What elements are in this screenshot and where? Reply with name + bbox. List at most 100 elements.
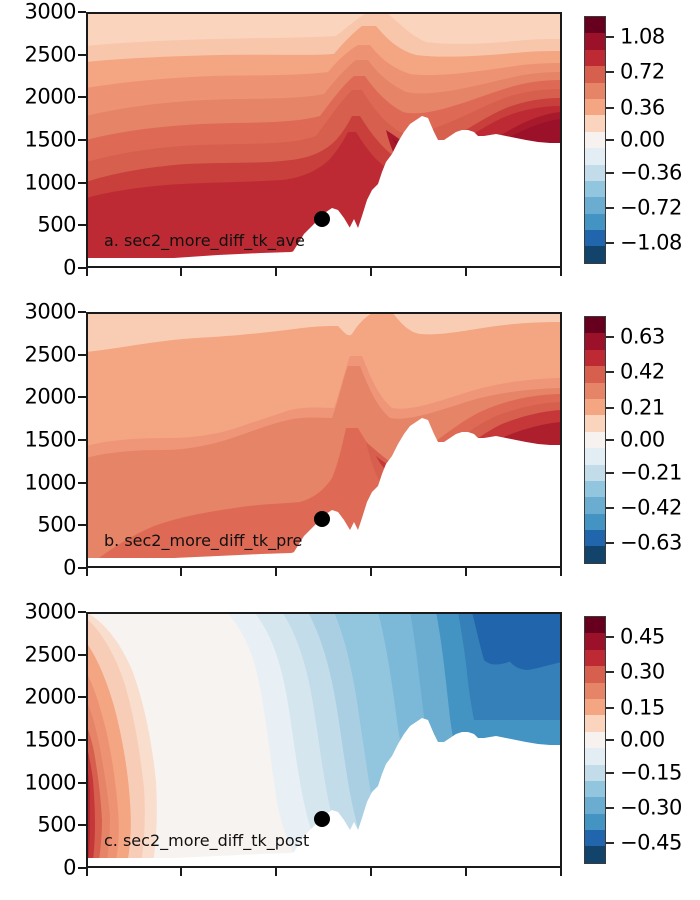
y-tick-label: 2500 xyxy=(24,42,77,67)
y-tick-label: 500 xyxy=(37,212,76,237)
y-tick-label: 0 xyxy=(63,555,76,580)
colorbar-band xyxy=(585,333,605,350)
y-tick-label: 2500 xyxy=(24,342,77,367)
colorbar-band xyxy=(585,415,605,432)
y-tick-label: 1500 xyxy=(24,127,77,152)
y-axis-b: 3000 2500 2000 1500 1000 500 0 xyxy=(0,301,86,578)
y-tick-label: 3000 xyxy=(24,599,77,624)
colorbar-band xyxy=(585,366,605,383)
colorbar-band xyxy=(585,617,605,634)
colorbar-tick-label: −0.21 xyxy=(620,460,682,484)
colorbar-band xyxy=(585,764,605,781)
colorbar-band xyxy=(585,464,605,481)
colorbar-band xyxy=(585,480,605,498)
colorbar-band xyxy=(585,349,605,367)
y-tick-label: 500 xyxy=(37,812,76,837)
colorbar-tick-label: −0.72 xyxy=(620,195,682,220)
colorbar-c: 0.45 0.30 0.15 0.00 −0.15 −0.30 −0.45 xyxy=(584,616,700,864)
colorbar-tick-label: 0.00 xyxy=(620,127,665,152)
colorbar-tick-label: −0.36 xyxy=(620,160,682,184)
station-marker-b xyxy=(314,511,330,527)
y-tick-label: 2500 xyxy=(24,642,77,667)
colorbar-tick-label: −0.30 xyxy=(620,795,682,820)
plot-area-a: a. sec2_more_diff_tk_ave xyxy=(86,12,562,268)
colorbar-tick-label: −0.42 xyxy=(620,495,682,520)
colorbar-tick-label: 0.30 xyxy=(620,659,665,684)
colorbar-band xyxy=(585,846,605,863)
colorbar-band xyxy=(585,382,605,399)
colorbar-band xyxy=(585,98,605,116)
colorbar-tick-label: −0.15 xyxy=(620,760,682,784)
contour-canvas-a xyxy=(86,12,562,268)
colorbar-tick-label: 0.72 xyxy=(620,59,665,84)
y-axis-c: 3000 2500 2000 1500 1000 500 0 xyxy=(0,601,86,878)
colorbar-band xyxy=(585,246,605,263)
colorbar-band xyxy=(585,513,605,531)
colorbar-band xyxy=(585,715,605,732)
colorbar-tick-label: 0.45 xyxy=(620,624,665,649)
y-tick-label: 1000 xyxy=(24,770,77,795)
colorbar-tick-label: 0.00 xyxy=(620,727,665,752)
colorbar-tick-label: −1.08 xyxy=(620,230,682,255)
colorbar-tick-label: 0.15 xyxy=(620,695,665,719)
colorbar-band xyxy=(585,33,605,50)
colorbar-band xyxy=(585,813,605,831)
x-axis-c xyxy=(86,868,562,880)
y-tick-label: 0 xyxy=(63,855,76,880)
panel-c: 3000 2500 2000 1500 1000 500 0 xyxy=(0,600,700,900)
colorbar-band xyxy=(585,633,605,650)
colorbar-band xyxy=(585,49,605,67)
colorbar-band xyxy=(585,17,605,34)
panel-label-c: c. sec2_more_diff_tk_post xyxy=(104,831,310,850)
y-tick-label: 500 xyxy=(37,512,76,537)
colorbar-tick-label: 0.21 xyxy=(620,395,665,419)
plot-area-c: c. sec2_more_diff_tk_post xyxy=(86,612,562,868)
y-tick-label: 2000 xyxy=(24,684,77,709)
y-tick-label: 1500 xyxy=(24,427,77,452)
y-tick-label: 0 xyxy=(63,255,76,280)
colorbar-band xyxy=(585,748,605,765)
colorbar-a: 1.08 0.72 0.36 0.00 −0.36 −0.72 −1.08 xyxy=(584,16,700,264)
colorbar-gradient-a xyxy=(584,16,606,264)
y-tick-label: 3000 xyxy=(24,0,77,24)
colorbar-band xyxy=(585,731,605,749)
colorbar-band xyxy=(585,666,605,683)
colorbar-band xyxy=(585,797,605,814)
colorbar-band xyxy=(585,431,605,449)
plot-area-b: b. sec2_more_diff_tk_pre xyxy=(86,312,562,568)
panel-b: 3000 2500 2000 1500 1000 500 0 xyxy=(0,300,700,600)
colorbar-gradient-b xyxy=(584,316,606,564)
colorbar-band xyxy=(585,682,605,699)
station-marker-a xyxy=(314,211,330,227)
colorbar-tick-label: 0.63 xyxy=(620,324,665,349)
colorbar-band xyxy=(585,448,605,465)
colorbar-band xyxy=(585,131,605,149)
y-tick-label: 1000 xyxy=(24,470,77,495)
panel-label-b: b. sec2_more_diff_tk_pre xyxy=(104,531,303,550)
y-tick-label: 2000 xyxy=(24,84,77,109)
colorbar-tick-label: 0.42 xyxy=(620,359,665,384)
contour-canvas-b xyxy=(86,312,562,568)
colorbar-band xyxy=(585,197,605,214)
colorbar-band xyxy=(585,164,605,181)
colorbar-tick-label: −0.45 xyxy=(620,830,682,855)
colorbar-band xyxy=(585,698,605,716)
colorbar-band xyxy=(585,497,605,514)
colorbar-tick-label: 0.36 xyxy=(620,95,665,119)
colorbar-band xyxy=(585,649,605,667)
y-axis-a: 3000 2500 2000 1500 1000 500 0 xyxy=(0,1,86,278)
panel-a: 3000 2500 2000 1500 1000 500 0 xyxy=(0,0,700,300)
colorbar-band xyxy=(585,66,605,83)
colorbar-tick-label: 1.08 xyxy=(620,24,665,49)
colorbar-band xyxy=(585,180,605,198)
colorbar-band xyxy=(585,82,605,99)
colorbar-band xyxy=(585,213,605,231)
colorbar-band xyxy=(585,148,605,165)
colorbar-gradient-c xyxy=(584,616,606,864)
y-tick-label: 3000 xyxy=(24,299,77,324)
y-tick-label: 2000 xyxy=(24,384,77,409)
panel-label-a: a. sec2_more_diff_tk_ave xyxy=(104,231,305,250)
colorbar-band xyxy=(585,115,605,132)
colorbar-band xyxy=(585,546,605,563)
